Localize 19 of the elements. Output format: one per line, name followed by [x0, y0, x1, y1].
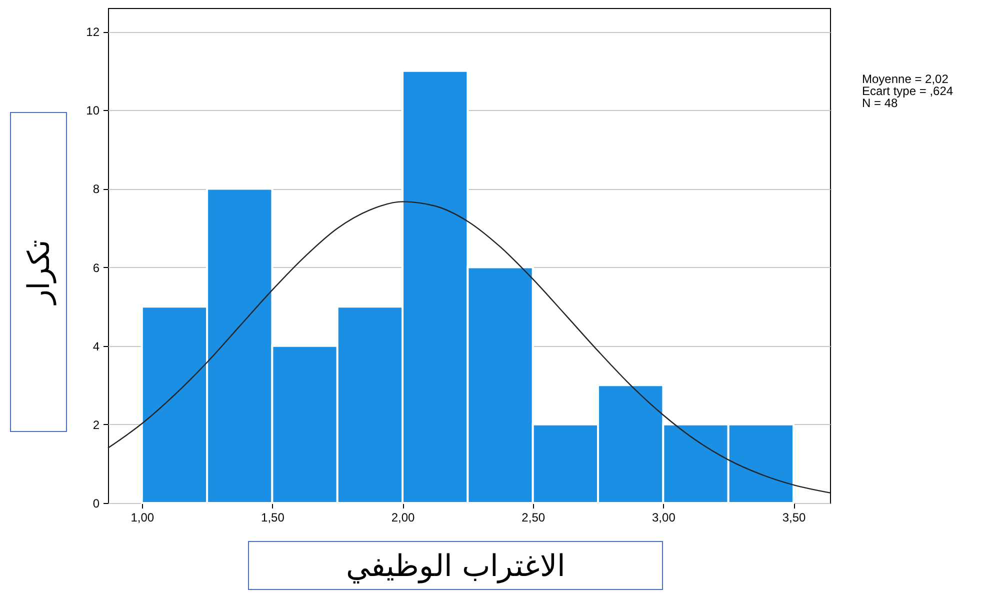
y-tick-label: 2 [92, 418, 100, 432]
y-tick-label: 12 [86, 25, 100, 40]
y-tick-label: 4 [92, 339, 100, 354]
x-tick-label: 2,50 [522, 510, 546, 524]
y-tick-label: 10 [86, 104, 100, 118]
text: Ecart type = ,624 [862, 84, 954, 98]
x-tick-label: 1,50 [261, 510, 285, 524]
y-axis-title: تكرار [20, 240, 56, 304]
y-tick-label: 0 [92, 496, 100, 510]
text: N = 48 [862, 96, 898, 110]
text: Moyenne = 2,02 [862, 72, 950, 86]
y-tick-label: 8 [92, 182, 100, 196]
x-tick-label: 1,00 [130, 510, 154, 524]
x-tick-label: 3,50 [782, 510, 806, 524]
x-tick-label: 3,00 [652, 510, 676, 524]
line-series [107, 201, 831, 494]
x-tick-label: 2,00 [391, 510, 416, 524]
x-axis-title: الاغتراب الوظيفي [248, 541, 663, 590]
y-tick-label: 6 [92, 260, 100, 275]
